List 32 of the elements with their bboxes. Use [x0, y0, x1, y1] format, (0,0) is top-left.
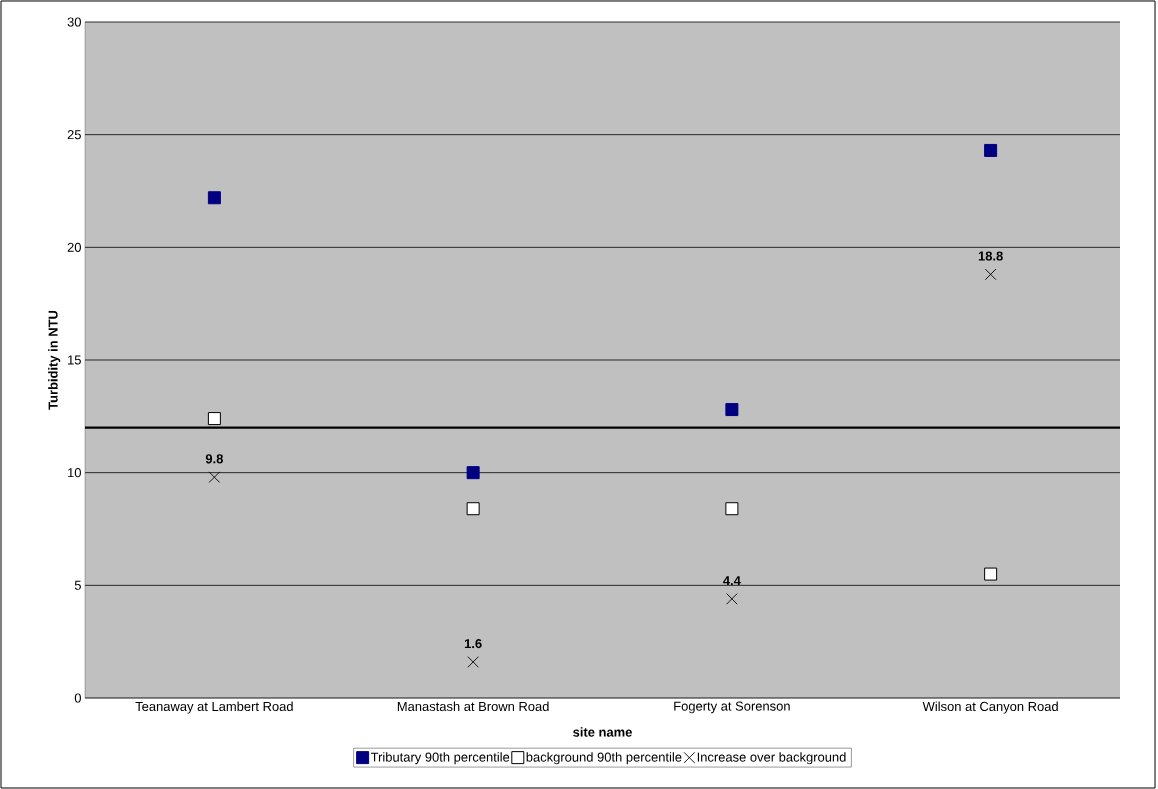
point — [207, 191, 221, 205]
point — [466, 502, 480, 516]
legend-label: Tributary 90th percentile — [370, 752, 510, 765]
point — [726, 593, 738, 605]
legend-label: Increase over background — [697, 752, 846, 765]
data-label: 4.4 — [723, 576, 741, 586]
y-tick-label: 15 — [68, 355, 81, 365]
point — [466, 466, 480, 480]
point — [725, 502, 739, 516]
data-label: 9.8 — [205, 454, 223, 464]
point — [984, 143, 998, 157]
y-axis-title: Turbidity in NTU — [48, 310, 61, 410]
y-tick-label: 0 — [74, 693, 81, 703]
point — [725, 403, 739, 417]
x-tick-label: Teanaway at Lambert Road — [135, 701, 293, 714]
y-tick-label: 5 — [74, 580, 81, 590]
y-tick-label: 10 — [68, 468, 81, 478]
point — [984, 268, 997, 281]
y-tick-label: 20 — [67, 242, 81, 252]
point — [207, 412, 221, 426]
y-tick-label: 25 — [67, 130, 81, 140]
point — [467, 656, 479, 668]
x-tick-label: Fogerty at Sorenson — [674, 701, 790, 714]
point — [208, 471, 221, 483]
legend-label: background 90th percentile — [526, 752, 682, 765]
data-label: 18.8 — [978, 251, 1003, 261]
y-tick-label: 30 — [67, 17, 81, 27]
x-axis-title: site name — [573, 727, 632, 737]
x-tick-label: Manastash at Brown Road — [397, 701, 549, 712]
x-tick-label: Wilson at Canyon Road — [922, 701, 1058, 714]
point — [984, 567, 998, 581]
data-label: 1.6 — [464, 639, 482, 649]
